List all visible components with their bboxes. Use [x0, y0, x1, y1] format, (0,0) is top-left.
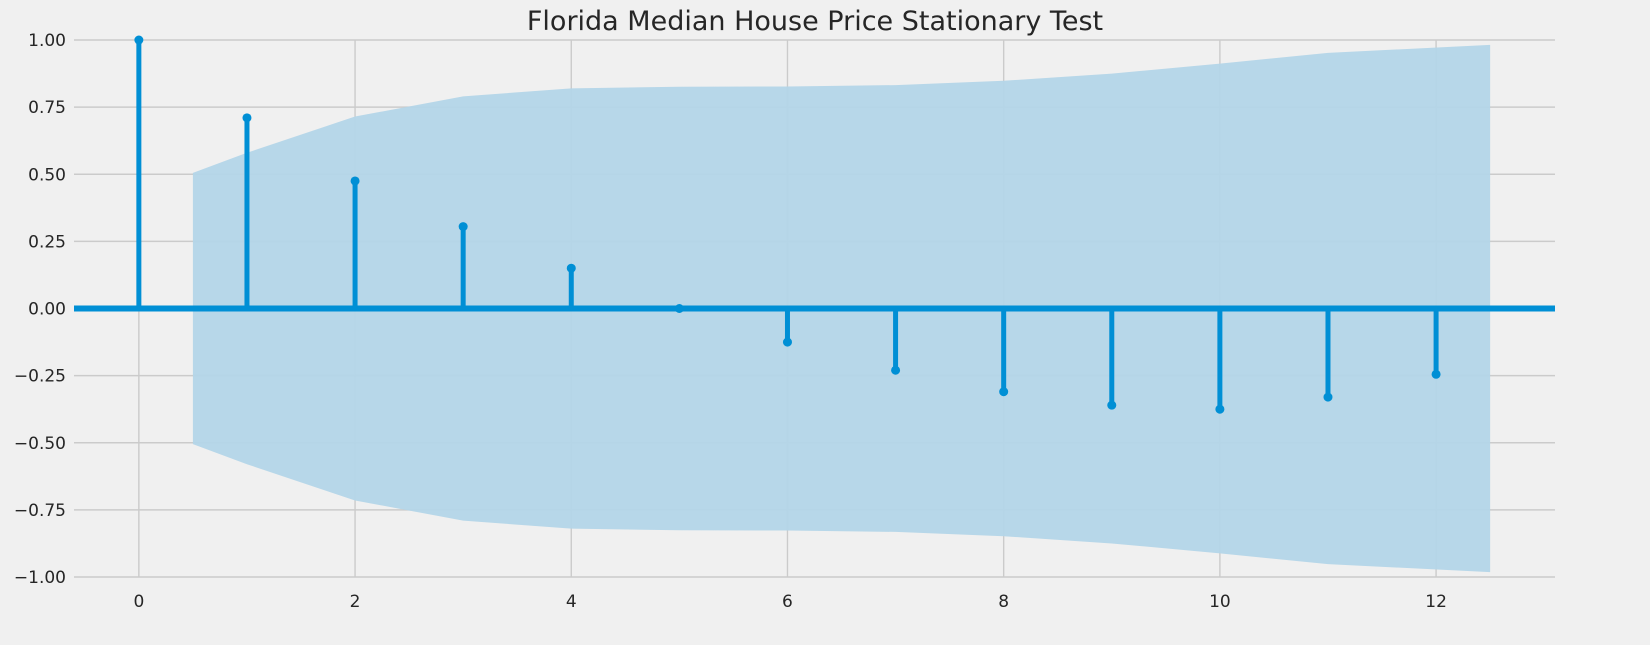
y-axis-ticks: −1.00 −0.75 −0.50 −0.25 0.00 0.25 0.50 0.75 1.00 — [14, 31, 66, 588]
x-tick-label-4: 8 — [998, 592, 1009, 612]
stem-marker-lag-10 — [1215, 404, 1225, 414]
y-tick-label-0: −1.00 — [14, 568, 66, 588]
x-tick-label-6: 12 — [1425, 592, 1447, 612]
y-tick-label-4: 0.00 — [28, 300, 66, 320]
y-tick-label-2: −0.50 — [14, 434, 66, 454]
stem-marker-lag-8 — [999, 387, 1009, 397]
stem-marker-lag-6 — [782, 337, 792, 347]
x-tick-label-2: 4 — [566, 592, 577, 612]
stem-marker-lag-11 — [1323, 392, 1333, 402]
y-tick-label-8: 1.00 — [28, 31, 66, 51]
stem-layer — [134, 35, 1441, 414]
stem-marker-lag-7 — [891, 365, 901, 375]
y-tick-label-6: 0.50 — [28, 165, 66, 185]
stem-marker-lag-5 — [674, 304, 684, 313]
stem-marker-lag-2 — [350, 176, 360, 186]
stem-marker-lag-9 — [1107, 400, 1117, 410]
x-tick-label-5: 10 — [1209, 592, 1231, 612]
stem-marker-lag-4 — [566, 263, 576, 273]
y-tick-label-1: −0.75 — [14, 501, 66, 521]
x-tick-label-1: 2 — [350, 592, 361, 612]
y-tick-label-5: 0.25 — [28, 232, 66, 252]
x-tick-label-0: 0 — [133, 592, 144, 612]
stem-marker-lag-0 — [134, 35, 144, 45]
y-tick-label-7: 0.75 — [28, 98, 66, 118]
stem-marker-lag-1 — [242, 113, 252, 123]
stem-marker-lag-12 — [1431, 369, 1441, 379]
x-tick-label-3: 6 — [782, 592, 793, 612]
chart-title: Florida Median House Price Stationary Te… — [527, 6, 1103, 37]
x-axis-ticks: 0 2 4 6 8 10 12 — [133, 592, 1446, 612]
y-tick-label-3: −0.25 — [14, 367, 66, 387]
stem-marker-lag-3 — [458, 222, 468, 232]
